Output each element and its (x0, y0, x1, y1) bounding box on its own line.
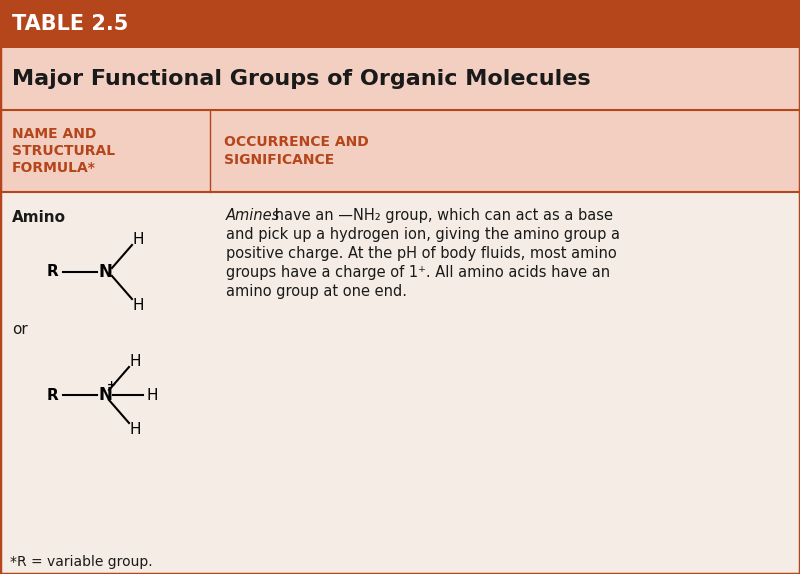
Bar (0, 192, 800, 544)
Text: H: H (132, 297, 144, 312)
Text: and pick up a hydrogen ion, giving the amino group a: and pick up a hydrogen ion, giving the a… (226, 227, 620, 242)
Text: Amino: Amino (12, 210, 66, 225)
Text: N: N (98, 386, 112, 404)
Text: have an —NH₂ group, which can act as a base: have an —NH₂ group, which can act as a b… (270, 208, 613, 223)
Text: OCCURRENCE AND: OCCURRENCE AND (224, 135, 369, 149)
Text: H: H (146, 387, 158, 402)
Text: H: H (130, 354, 141, 369)
Text: R: R (47, 387, 59, 402)
Text: groups have a charge of 1⁺. All amino acids have an: groups have a charge of 1⁺. All amino ac… (226, 265, 610, 280)
Text: Major Functional Groups of Organic Molecules: Major Functional Groups of Organic Molec… (12, 69, 590, 89)
Text: N: N (98, 263, 112, 281)
Text: amino group at one end.: amino group at one end. (226, 284, 407, 299)
Text: NAME AND: NAME AND (12, 127, 96, 141)
Text: TABLE 2.5: TABLE 2.5 (12, 14, 128, 34)
Text: STRUCTURAL: STRUCTURAL (12, 144, 115, 158)
Text: H: H (132, 231, 144, 246)
Text: or: or (12, 323, 28, 338)
Text: FORMULA*: FORMULA* (12, 161, 96, 175)
Text: *R = variable group.: *R = variable group. (10, 555, 153, 569)
Text: +: + (107, 380, 117, 390)
Text: H: H (130, 421, 141, 436)
Text: Amines: Amines (226, 208, 280, 223)
Text: SIGNIFICANCE: SIGNIFICANCE (224, 153, 334, 166)
Text: R: R (47, 265, 59, 280)
Text: positive charge. At the pH of body fluids, most amino: positive charge. At the pH of body fluid… (226, 246, 617, 261)
Bar (0, 48, 800, 110)
Bar (0, 110, 800, 192)
Bar (0, 0, 800, 48)
